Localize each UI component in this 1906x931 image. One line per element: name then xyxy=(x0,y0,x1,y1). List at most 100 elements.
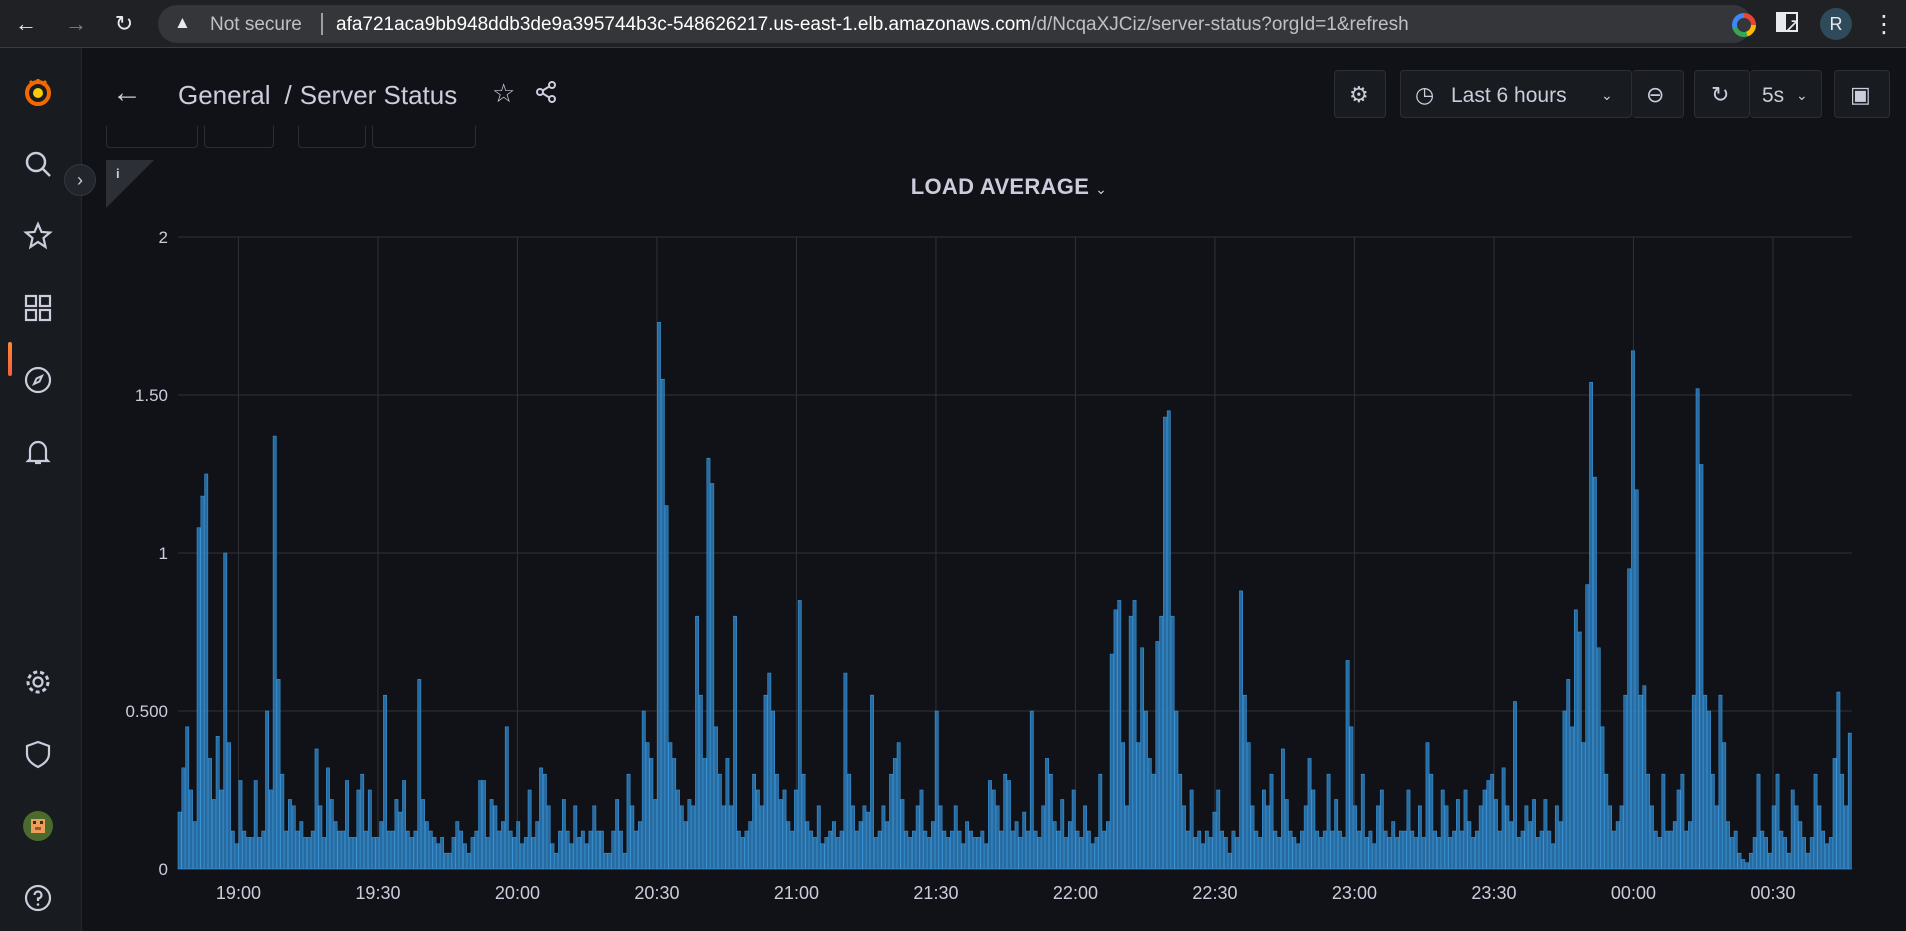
expand-menu-button[interactable]: › xyxy=(64,164,96,196)
x-tick-label: 19:00 xyxy=(216,883,261,903)
refresh-button[interactable]: ↻ xyxy=(1694,70,1750,118)
grafana-logo-icon[interactable] xyxy=(20,76,56,112)
chart-bar xyxy=(1421,837,1426,870)
url-text: afa721aca9bb948ddb3de9a395744b3c-5486262… xyxy=(336,14,1408,35)
chart-bar xyxy=(1764,837,1769,870)
chart-bar xyxy=(1809,837,1814,870)
chart-bar xyxy=(835,837,840,870)
dashboards-icon[interactable] xyxy=(20,292,56,328)
refresh-interval-picker[interactable]: 5s ⌄ xyxy=(1750,70,1822,118)
x-tick-label: 20:00 xyxy=(495,883,540,903)
mark-favorite-star-icon[interactable]: ☆ xyxy=(492,78,516,108)
chart-bar xyxy=(1722,742,1727,870)
chart-bar xyxy=(1798,821,1803,870)
share-dashboard-icon[interactable] xyxy=(534,80,558,111)
chart-bar xyxy=(1163,416,1167,870)
side-panel-icon[interactable] xyxy=(1776,12,1798,32)
shield-icon[interactable] xyxy=(20,738,56,774)
breadcrumb-folder[interactable]: General xyxy=(178,80,271,110)
back-arrow-icon[interactable]: ← xyxy=(112,76,142,109)
chart-bar xyxy=(885,821,890,870)
chart-bar xyxy=(1825,843,1829,870)
chart-bar xyxy=(1395,837,1399,870)
chart-bar xyxy=(276,679,281,870)
chart-bar xyxy=(432,837,437,870)
chevron-down-icon: ⌄ xyxy=(1095,181,1108,197)
chart-bar xyxy=(554,852,559,870)
chart-bar xyxy=(1494,799,1498,870)
settings-gear-icon[interactable] xyxy=(20,666,56,702)
browser-menu-icon[interactable]: ⋮ xyxy=(1872,11,1896,38)
chart-bar xyxy=(265,710,270,870)
user-avatar-icon[interactable] xyxy=(20,810,56,846)
chart-bar xyxy=(775,773,779,870)
browser-forward-icon[interactable]: → xyxy=(65,11,87,36)
google-lens-icon[interactable] xyxy=(1732,13,1756,37)
chart-bar xyxy=(1098,773,1103,870)
chart-bar xyxy=(645,742,650,870)
chart-bar xyxy=(1223,837,1228,870)
time-range-picker[interactable]: ◷ Last 6 hours ⌄ xyxy=(1400,70,1632,118)
chart-bar xyxy=(383,694,387,870)
chart-bar xyxy=(1794,805,1799,870)
time-range-label: Last 6 hours xyxy=(1451,84,1567,107)
chart-bar xyxy=(1467,821,1472,870)
chart-bar xyxy=(523,837,528,870)
chart-bar xyxy=(1094,837,1099,870)
panel-title[interactable]: LOAD AVERAGE ⌄ xyxy=(910,174,1108,199)
address-bar[interactable]: ▲ Not secure afa721aca9bb948ddb3de9a3957… xyxy=(158,5,1849,43)
chart-bar xyxy=(1554,805,1559,870)
dashboard-settings-button[interactable]: ⚙ xyxy=(1334,70,1386,118)
y-tick-label: 1 xyxy=(159,544,168,563)
chart-bar xyxy=(1330,830,1335,870)
chart-bar xyxy=(927,837,932,870)
chart-bar xyxy=(908,837,912,870)
chart-bar xyxy=(394,799,399,870)
chart-bar xyxy=(253,780,258,870)
chart-bar xyxy=(1429,773,1434,870)
browser-back-icon[interactable]: ← xyxy=(15,11,37,36)
chart-bar xyxy=(1262,789,1266,870)
chart-bar xyxy=(272,435,277,870)
zoom-out-button[interactable]: ⊖ xyxy=(1632,70,1684,118)
profile-avatar[interactable]: R xyxy=(1820,8,1852,40)
chart-bar xyxy=(649,758,654,870)
chart-bar xyxy=(261,830,266,870)
chart-bar xyxy=(318,805,323,870)
chart-bar xyxy=(428,830,433,870)
chart-bar xyxy=(314,748,319,870)
chart-bar xyxy=(238,780,243,870)
chart-bar xyxy=(1463,789,1468,870)
help-icon[interactable] xyxy=(20,882,56,918)
chart-bar xyxy=(211,799,216,870)
clock-icon: ◷ xyxy=(1415,82,1435,107)
chart-bar xyxy=(1760,830,1765,870)
alerting-bell-icon[interactable] xyxy=(20,436,56,472)
breadcrumb-dashboard[interactable]: Server Status xyxy=(299,80,458,110)
chart-bar xyxy=(1840,773,1845,870)
browser-reload-icon[interactable]: ↻ xyxy=(114,11,134,36)
chart-bar xyxy=(455,821,460,870)
chart-bar xyxy=(1558,821,1563,870)
chart-bar xyxy=(409,837,414,870)
chart-bar xyxy=(234,843,239,870)
chart-bar xyxy=(1532,799,1536,870)
chart-bar xyxy=(1410,830,1415,870)
chart-bar xyxy=(942,830,947,870)
chart-bar xyxy=(710,483,715,870)
search-icon[interactable] xyxy=(20,148,56,184)
chart-bar xyxy=(1448,837,1453,870)
starred-icon[interactable] xyxy=(20,220,56,256)
monitor-icon: ▣ xyxy=(1850,82,1871,107)
chart-bar xyxy=(333,821,338,870)
explore-icon[interactable] xyxy=(20,364,56,400)
panel-info-corner[interactable] xyxy=(106,160,154,208)
chart-bar xyxy=(1086,830,1091,870)
chart-bar xyxy=(1125,805,1129,870)
chart-bar xyxy=(249,837,254,870)
chart-bar xyxy=(577,837,581,870)
chart-bar xyxy=(965,821,970,870)
cycle-view-mode-button[interactable]: ▣ xyxy=(1834,70,1890,118)
chart-bar xyxy=(1741,859,1746,870)
chart-bar xyxy=(976,837,981,870)
